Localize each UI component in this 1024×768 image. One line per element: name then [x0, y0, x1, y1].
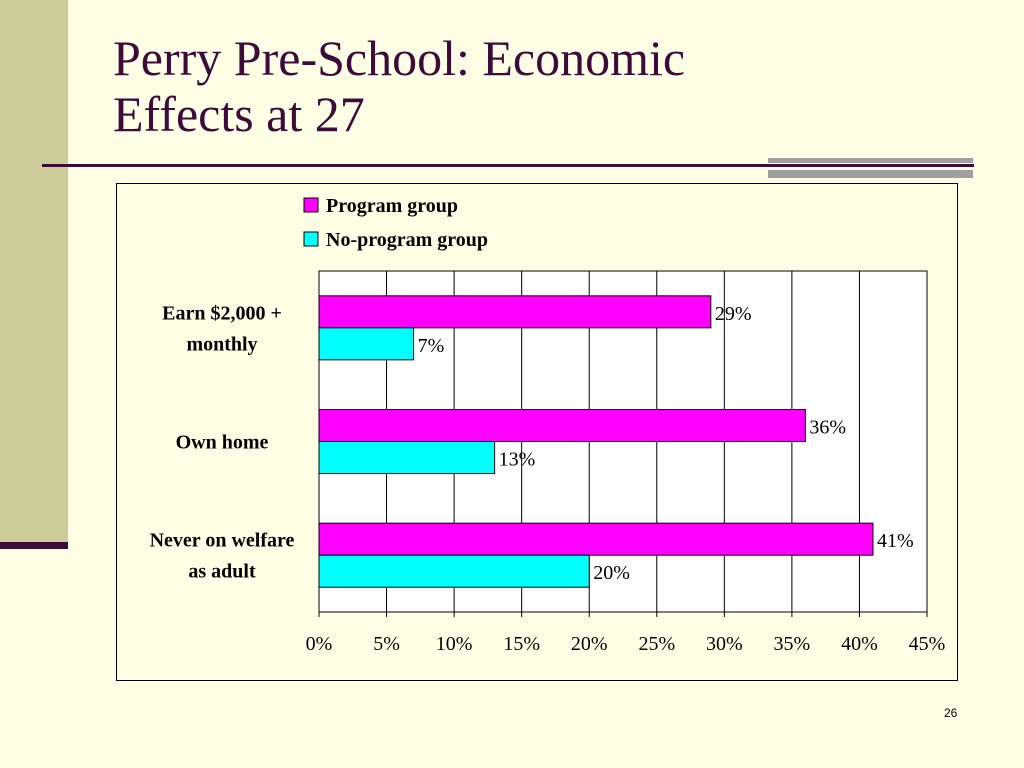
left-decor-band [0, 0, 68, 548]
left-decor-accent [0, 542, 68, 549]
data-label: 41% [877, 530, 914, 552]
bar-program-group [318, 295, 712, 329]
x-tick-label: 25% [638, 633, 675, 655]
bar-no-program-group [318, 441, 496, 474]
bar-program-group [318, 409, 806, 442]
page-number: 26 [944, 706, 958, 720]
x-tick-label: 5% [373, 633, 400, 655]
slide-title: Perry Pre-School: Economic Effects at 27 [113, 30, 973, 142]
data-label: 7% [418, 335, 445, 357]
bar-no-program-group [318, 327, 415, 361]
legend-swatch [303, 231, 319, 247]
data-label: 13% [499, 449, 536, 471]
data-label: 20% [593, 562, 630, 584]
legend-swatch [303, 197, 319, 213]
x-tick-label: 30% [706, 633, 743, 655]
category-label: Own home [176, 432, 269, 454]
bar-program-group [318, 522, 874, 556]
x-tick-label: 40% [841, 633, 878, 655]
bar-chart: 0% 5% 10% 15% 20% 25% 30% 35% 40% 45% Earn $2,000 … [150, 195, 946, 655]
slide-title-line-2: Effects at 27 [113, 86, 365, 142]
x-tick-label: 15% [503, 633, 540, 655]
slide-title-line-1: Perry Pre-School: Economic [113, 30, 686, 86]
title-divider [42, 164, 974, 167]
data-label: 36% [809, 417, 846, 439]
divider-accent-bar-bottom [768, 170, 973, 178]
legend-label: Program group [326, 195, 458, 217]
bar-no-program-group [318, 554, 590, 588]
x-tick-label: 20% [571, 633, 608, 655]
category-label: Earn $2,000 + [162, 302, 282, 324]
category-label: monthly [186, 333, 257, 355]
category-label: as adult [188, 561, 256, 583]
x-tick-label: 10% [436, 633, 473, 655]
data-label: 29% [715, 303, 752, 325]
x-tick-label: 0% [306, 633, 333, 655]
x-tick-label: 35% [774, 633, 811, 655]
category-label: Never on welfare [150, 530, 295, 552]
legend-label: No-program group [326, 229, 488, 251]
x-tick-label: 45% [909, 633, 946, 655]
divider-accent-bar-top [768, 158, 973, 163]
chart-frame: 0% 5% 10% 15% 20% 25% 30% 35% 40% 45% Earn $2,000 … [116, 183, 958, 681]
